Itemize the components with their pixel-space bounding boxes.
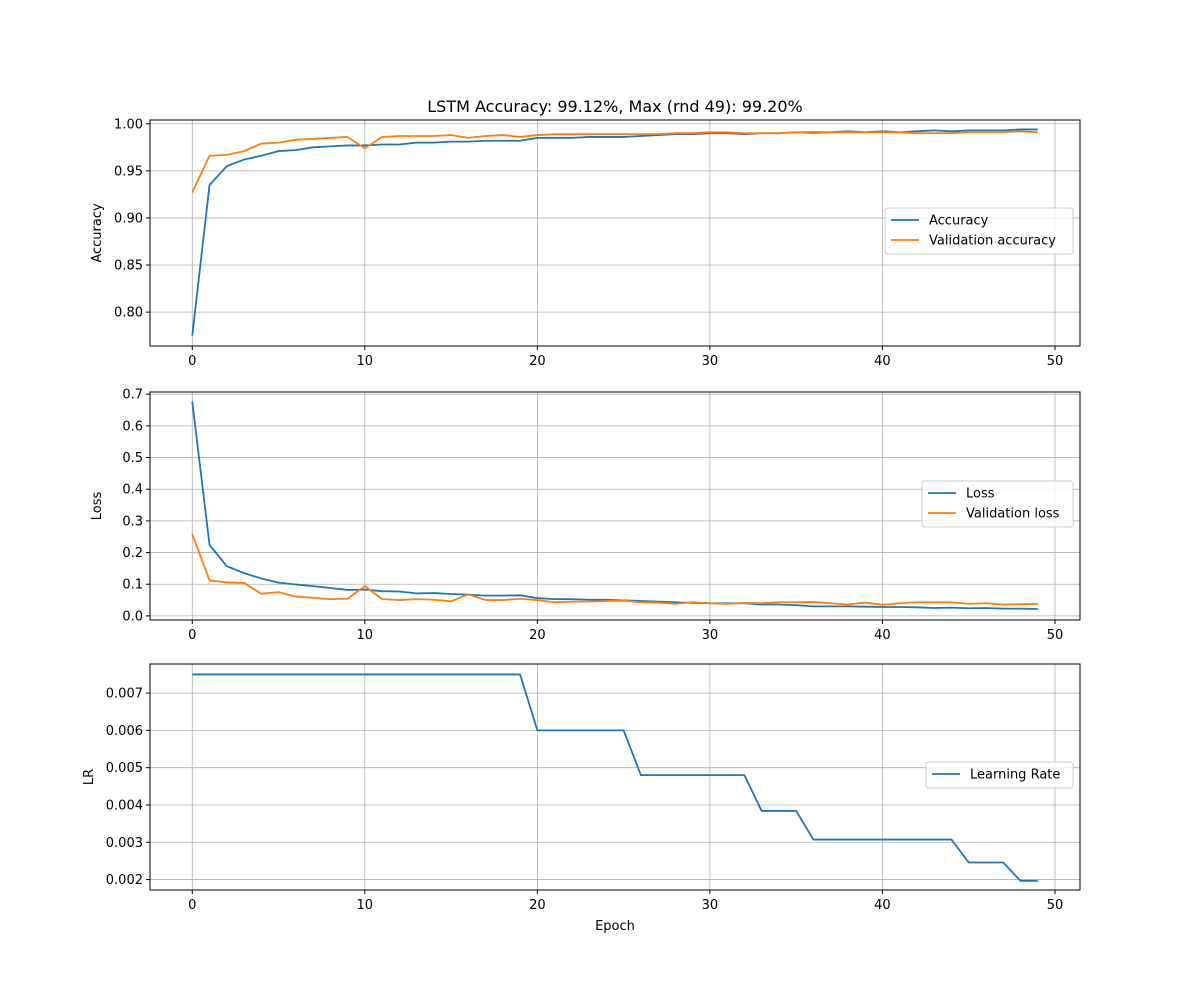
axes-frame: [149, 119, 1081, 347]
x-tick-label: 0: [188, 628, 196, 643]
y-tick-label: 0.0: [122, 609, 143, 624]
x-tick-label: 10: [357, 628, 374, 643]
y-tick-label: 0.006: [106, 724, 143, 739]
y-tick-label: 0.1: [122, 578, 143, 593]
y-axis-label: Accuracy: [90, 203, 105, 263]
series-line-validation-accuracy: [191, 130, 1038, 193]
y-tick-label: 0.004: [106, 798, 143, 813]
legend-entry: Validation loss: [966, 507, 1060, 522]
x-tick-label: 40: [874, 628, 891, 643]
legend-box: [921, 480, 1074, 528]
legend-entry: Accuracy: [929, 214, 989, 229]
y-tick-label: 0.2: [122, 546, 143, 561]
x-tick-label: 50: [1047, 898, 1064, 913]
y-tick-label: 0.7: [122, 388, 143, 403]
x-tick-label: 50: [1047, 354, 1064, 369]
chart-title: LSTM Accuracy: 99.12%, Max (rnd 49): 99.…: [427, 97, 802, 116]
x-tick-label: 30: [702, 898, 719, 913]
legend-entry: Learning Rate: [970, 768, 1060, 783]
y-tick-label: 0.80: [114, 306, 143, 321]
x-tick-label: 20: [529, 898, 546, 913]
series-line-learning-rate: [192, 673, 1038, 882]
y-tick-label: 1.00: [114, 117, 143, 132]
x-tick-label: 30: [702, 354, 719, 369]
y-tick-label: 0.3: [122, 514, 143, 529]
axes-frame: [149, 663, 1081, 891]
x-tick-label: 40: [874, 354, 891, 369]
x-tick-label: 40: [874, 898, 891, 913]
x-tick-label: 20: [529, 628, 546, 643]
y-tick-label: 0.95: [114, 164, 143, 179]
legend-box: [925, 761, 1074, 789]
x-axis-label: Epoch: [595, 919, 635, 934]
x-tick-label: 0: [188, 898, 196, 913]
y-tick-label: 0.007: [106, 687, 143, 702]
series-line-validation-loss: [191, 533, 1038, 606]
x-tick-label: 50: [1047, 628, 1064, 643]
x-tick-label: 0: [188, 354, 196, 369]
y-tick-label: 0.002: [106, 873, 143, 888]
y-tick-label: 0.4: [122, 483, 143, 498]
y-tick-label: 0.003: [106, 836, 143, 851]
axes-frame: [149, 391, 1081, 621]
y-tick-label: 0.6: [122, 419, 143, 434]
legend: Learning Rate: [925, 761, 1074, 789]
x-tick-label: 20: [529, 354, 546, 369]
legend-box: [884, 207, 1074, 255]
series-line-loss: [191, 401, 1038, 610]
y-axis-label: Loss: [90, 492, 105, 521]
chart-panel-2: 0 10 20 30 40 50 0.002 0.003 0.004 0.005 0.006 0.00…: [82, 663, 1081, 934]
y-tick-label: 0.90: [114, 211, 143, 226]
legend-entry: Loss: [966, 487, 995, 502]
legend-entry: Validation accuracy: [929, 234, 1056, 249]
y-tick-label: 0.85: [114, 259, 143, 274]
y-axis-label: LR: [82, 769, 97, 785]
legend: Loss Validation loss: [921, 480, 1074, 528]
y-tick-label: 0.005: [106, 761, 143, 776]
legend: Accuracy Validation accuracy: [884, 207, 1074, 255]
chart-panel-0: 0 10 20 30 40 50 0.80 0.85 0.90 0.95 1.00 Accuracy L…: [90, 97, 1081, 369]
y-tick-label: 0.5: [122, 451, 143, 466]
x-tick-label: 10: [357, 354, 374, 369]
x-tick-label: 10: [357, 898, 374, 913]
x-tick-label: 30: [702, 628, 719, 643]
